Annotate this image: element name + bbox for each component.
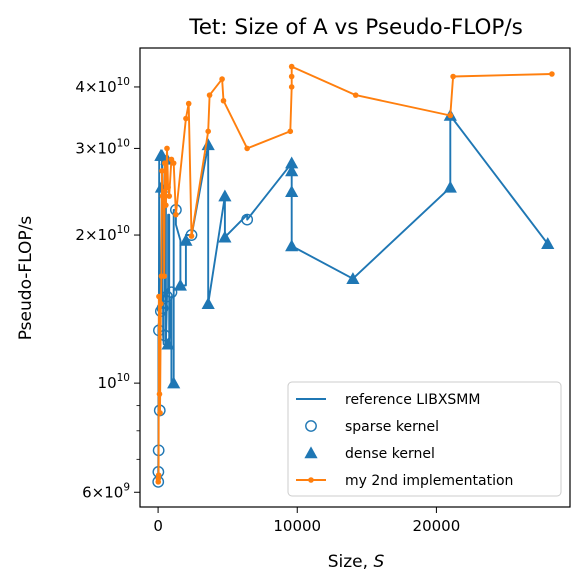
dense-marker bbox=[285, 239, 299, 252]
data-point bbox=[155, 472, 162, 478]
dense-marker bbox=[167, 376, 181, 389]
data-point bbox=[157, 410, 163, 416]
legend-label: dense kernel bbox=[345, 446, 435, 462]
legend-frame bbox=[287, 381, 562, 497]
y-tick-label: 4×1010 bbox=[75, 76, 130, 96]
dense-marker bbox=[201, 297, 215, 310]
sparse-marker bbox=[305, 420, 317, 432]
dense-marker bbox=[218, 189, 232, 202]
legend-swatch-dot bbox=[308, 477, 314, 483]
y-axis-label: Pseudo-FLOP/s bbox=[16, 216, 36, 341]
data-point bbox=[185, 100, 192, 107]
x-tick-label: 20000 bbox=[413, 517, 461, 535]
data-point bbox=[165, 184, 171, 191]
data-point bbox=[183, 115, 189, 122]
x-tick-label: 0 bbox=[153, 517, 163, 535]
dense-marker bbox=[541, 237, 555, 250]
data-point bbox=[287, 128, 294, 135]
data-point bbox=[288, 73, 295, 80]
legend-label: sparse kernel bbox=[345, 419, 439, 435]
legend-item: my 2nd implementation bbox=[296, 473, 513, 489]
data-point bbox=[164, 145, 170, 152]
data-point bbox=[352, 92, 359, 98]
series-my-2nd-implementation bbox=[155, 63, 555, 485]
data-point bbox=[170, 160, 177, 166]
data-point bbox=[220, 97, 227, 104]
chart-title: Tet: Size of A vs Pseudo-FLOP/s bbox=[188, 15, 523, 40]
data-point bbox=[219, 76, 225, 82]
dense-marker bbox=[201, 138, 215, 151]
legend-item: sparse kernel bbox=[305, 419, 439, 435]
x-tick-label: 10000 bbox=[273, 517, 321, 535]
data-point bbox=[244, 145, 250, 152]
dense-marker bbox=[179, 233, 193, 246]
data-point bbox=[450, 73, 456, 80]
sparse-marker bbox=[241, 213, 254, 226]
legend-label: my 2nd implementation bbox=[345, 473, 513, 489]
data-point bbox=[160, 188, 167, 195]
dense-marker bbox=[285, 164, 299, 177]
legend-item: dense kernel bbox=[304, 446, 435, 462]
legend-label: reference LIBXSMM bbox=[345, 392, 480, 408]
data-point bbox=[549, 71, 555, 77]
dense-marker bbox=[173, 278, 187, 291]
dense-marker bbox=[443, 180, 457, 193]
series-dense-kernel bbox=[154, 108, 555, 389]
data-point bbox=[288, 63, 295, 70]
data-point bbox=[161, 160, 168, 166]
data-point bbox=[159, 168, 165, 174]
data-point bbox=[173, 211, 179, 218]
sparse-marker bbox=[165, 286, 178, 299]
legend-item: reference LIBXSMM bbox=[296, 392, 480, 408]
x-axis: 0 10000 20000 bbox=[153, 507, 460, 535]
data-point bbox=[161, 273, 168, 279]
dense-marker bbox=[304, 446, 318, 459]
dense-marker bbox=[285, 156, 299, 169]
data-point bbox=[188, 233, 195, 239]
data-point bbox=[206, 92, 213, 98]
plot-area bbox=[152, 63, 555, 488]
data-point bbox=[205, 128, 211, 135]
data-point bbox=[447, 112, 454, 119]
dense-marker bbox=[285, 185, 299, 197]
y-tick-label: 6×109 bbox=[82, 481, 130, 501]
y-tick-label: 2×1010 bbox=[75, 224, 130, 244]
data-point bbox=[158, 300, 164, 307]
dense-marker bbox=[346, 272, 360, 285]
y-tick-label: 3×1010 bbox=[75, 137, 130, 157]
y-axis: 6×109 1010 2×1010 3×1010 4×1010 bbox=[75, 76, 140, 501]
y-tick-label: 1010 bbox=[98, 372, 130, 392]
legend: reference LIBXSMM sparse kernel dense kern… bbox=[287, 381, 562, 497]
data-point bbox=[156, 293, 162, 300]
x-axis-label: Size, S bbox=[328, 552, 385, 572]
dense-marker bbox=[161, 337, 175, 350]
data-point bbox=[163, 202, 169, 208]
axes-frame bbox=[139, 47, 571, 508]
dense-marker bbox=[218, 230, 232, 243]
data-point bbox=[156, 391, 163, 397]
data-point bbox=[166, 193, 173, 199]
data-point bbox=[288, 84, 295, 90]
data-point bbox=[159, 193, 166, 199]
x-axis-label-variable: S bbox=[373, 552, 384, 572]
